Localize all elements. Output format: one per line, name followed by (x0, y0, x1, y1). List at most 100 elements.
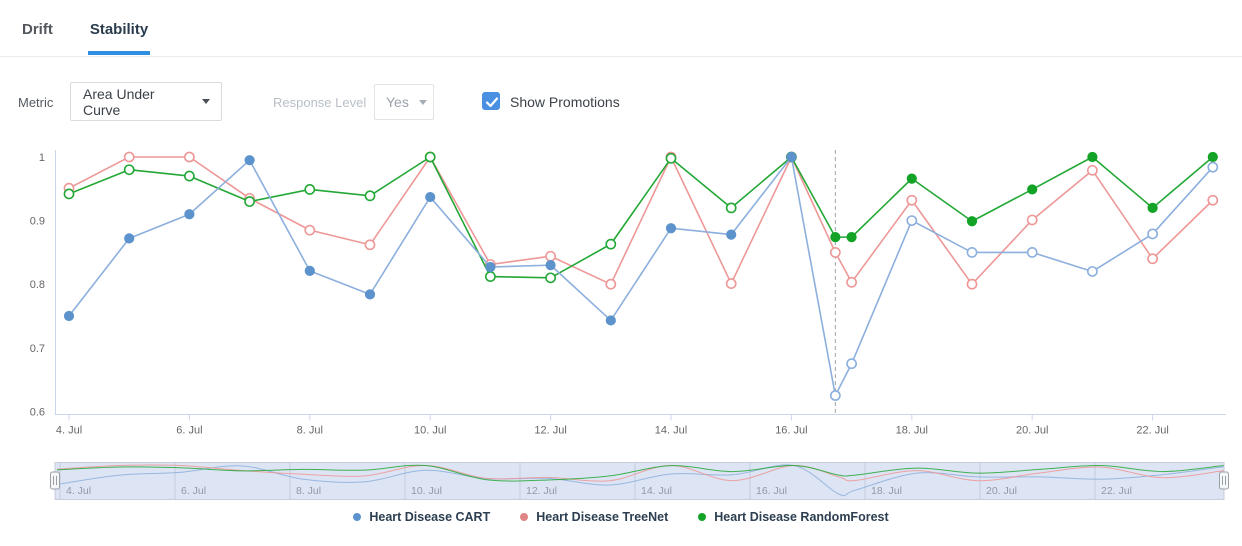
data-point-heart-disease-randomforest[interactable] (1147, 202, 1158, 213)
navigator-handle-right-grip[interactable] (1219, 471, 1229, 490)
data-point-heart-disease-cart[interactable] (425, 191, 436, 203)
data-point-heart-disease-treenet[interactable] (1147, 253, 1158, 265)
data-point-heart-disease-randomforest[interactable] (830, 232, 841, 243)
data-point-heart-disease-cart[interactable] (485, 261, 496, 273)
data-point-heart-disease-cart[interactable] (63, 310, 75, 322)
metric-label: Metric (18, 95, 54, 110)
x-axis-tick-label: 6. Jul (176, 425, 202, 437)
data-point-heart-disease-randomforest[interactable] (906, 173, 917, 184)
data-point-heart-disease-randomforest[interactable] (605, 238, 617, 250)
metric-select[interactable]: Area Under Curve (70, 82, 222, 121)
data-point-heart-disease-treenet[interactable] (1207, 194, 1219, 206)
data-point-heart-disease-treenet[interactable] (906, 194, 918, 206)
navigator-tick-label: 16. Jul (756, 485, 787, 497)
data-point-heart-disease-randomforest[interactable] (424, 151, 436, 163)
response-level-select[interactable]: Yes (374, 84, 434, 120)
data-point-heart-disease-cart[interactable] (1026, 246, 1038, 258)
data-point-heart-disease-randomforest[interactable] (1087, 151, 1098, 163)
data-point-heart-disease-cart[interactable] (829, 390, 841, 401)
data-point-heart-disease-treenet[interactable] (1087, 164, 1098, 176)
navigator-handle-left-grip[interactable] (50, 471, 60, 490)
data-point-heart-disease-randomforest[interactable] (183, 170, 195, 182)
data-point-heart-disease-cart[interactable] (966, 246, 978, 258)
series-heart-disease-cart (63, 151, 1219, 401)
checkmark-icon (485, 97, 499, 108)
x-axis-tick-label: 4. Jul (56, 425, 82, 437)
legend-marker-icon (698, 513, 707, 521)
data-point-heart-disease-treenet[interactable] (123, 151, 135, 163)
data-point-heart-disease-randomforest[interactable] (966, 216, 978, 227)
navigator-tick-label: 12. Jul (526, 485, 557, 497)
data-point-heart-disease-cart[interactable] (1087, 266, 1098, 277)
data-point-heart-disease-randomforest[interactable] (63, 188, 75, 200)
legend-marker-icon (353, 513, 362, 521)
data-point-heart-disease-cart[interactable] (244, 155, 255, 166)
y-axis-tick-label: 0.6 (30, 406, 45, 418)
legend-item-heart-disease-randomforest[interactable]: Heart Disease RandomForest (698, 510, 889, 524)
navigator-handle-right[interactable] (1219, 471, 1229, 490)
navigator-tick-label: 14. Jul (641, 485, 672, 497)
tab-stability[interactable]: Stability (87, 17, 151, 55)
data-point-heart-disease-treenet[interactable] (846, 276, 857, 288)
navigator-selected-range[interactable] (54, 462, 1225, 500)
data-point-heart-disease-randomforest[interactable] (364, 190, 376, 202)
data-point-heart-disease-randomforest[interactable] (304, 184, 316, 195)
x-axis-tick-label: 12. Jul (534, 425, 566, 437)
x-axis-tick-label: 8. Jul (297, 425, 323, 437)
legend-item-heart-disease-cart[interactable]: Heart Disease CART (353, 510, 490, 524)
data-point-heart-disease-treenet[interactable] (966, 278, 978, 290)
legend-item-heart-disease-treenet[interactable]: Heart Disease TreeNet (520, 510, 668, 524)
navigator-handle-left[interactable] (50, 471, 60, 490)
data-point-heart-disease-treenet[interactable] (364, 239, 376, 251)
data-point-heart-disease-cart[interactable] (1207, 161, 1219, 173)
x-axis-tick-label: 16. Jul (775, 425, 807, 437)
stability-chart: 1 0.9 0.8 0.7 0.6 4. Jul 6. Jul 8. Jul 10. Jul 12… (30, 150, 1229, 500)
data-point-heart-disease-cart[interactable] (906, 215, 918, 226)
data-point-heart-disease-cart[interactable] (545, 260, 556, 271)
data-point-heart-disease-randomforest[interactable] (725, 202, 737, 214)
data-point-heart-disease-randomforest[interactable] (1027, 184, 1038, 195)
data-point-heart-disease-randomforest[interactable] (484, 271, 496, 282)
navigator-tick-label: 4. Jul (66, 485, 91, 497)
tab-divider (0, 56, 1242, 57)
data-point-heart-disease-randomforest[interactable] (1207, 151, 1218, 163)
navigator-series-heart-disease-cart (56, 464, 1224, 497)
data-point-heart-disease-cart[interactable] (124, 233, 135, 244)
data-point-heart-disease-cart[interactable] (304, 265, 315, 276)
data-point-heart-disease-randomforest[interactable] (244, 196, 255, 207)
data-point-heart-disease-treenet[interactable] (183, 151, 195, 163)
data-point-heart-disease-randomforest[interactable] (846, 232, 857, 243)
navigator-tick-label: 18. Jul (871, 485, 902, 497)
data-point-heart-disease-cart[interactable] (184, 209, 195, 220)
x-axis-tick-label: 18. Jul (896, 425, 928, 437)
data-point-heart-disease-cart[interactable] (786, 151, 797, 163)
data-point-heart-disease-randomforest[interactable] (545, 272, 556, 284)
y-axis-tick-label: 0.7 (30, 343, 45, 355)
series-heart-disease-treenet (63, 151, 1219, 290)
data-point-heart-disease-treenet[interactable] (829, 246, 841, 258)
data-point-heart-disease-treenet[interactable] (545, 250, 556, 262)
show-promotions-checkbox[interactable] (482, 92, 500, 110)
data-point-heart-disease-treenet[interactable] (1026, 214, 1038, 226)
data-point-heart-disease-cart[interactable] (726, 229, 737, 240)
navigator-tick-label: 10. Jul (411, 485, 442, 497)
tab-drift[interactable]: Drift (22, 21, 53, 38)
x-axis-tick-label: 22. Jul (1136, 425, 1168, 437)
legend-label: Heart Disease TreeNet (536, 510, 669, 524)
data-point-heart-disease-cart[interactable] (846, 358, 857, 370)
metric-select-value: Area Under Curve (83, 85, 155, 118)
x-axis-tick-label: 14. Jul (655, 425, 687, 437)
data-point-heart-disease-randomforest[interactable] (665, 152, 677, 164)
data-point-heart-disease-treenet[interactable] (304, 224, 316, 236)
data-point-heart-disease-cart[interactable] (605, 315, 616, 326)
data-point-heart-disease-treenet[interactable] (605, 278, 617, 290)
data-point-heart-disease-treenet[interactable] (725, 278, 737, 289)
data-point-heart-disease-cart[interactable] (1147, 228, 1158, 240)
data-point-heart-disease-cart[interactable] (665, 223, 677, 234)
chevron-down-icon (418, 99, 427, 105)
data-point-heart-disease-cart[interactable] (364, 289, 376, 300)
tab-bar: Drift Stability (20, 17, 151, 55)
navigator[interactable]: 4. Jul 6. Jul 8. Jul 10. Jul 12. Jul 14. Jul 1… (50, 462, 1229, 500)
data-point-heart-disease-randomforest[interactable] (123, 164, 135, 176)
navigator-series-heart-disease-randomforest (56, 464, 1224, 482)
